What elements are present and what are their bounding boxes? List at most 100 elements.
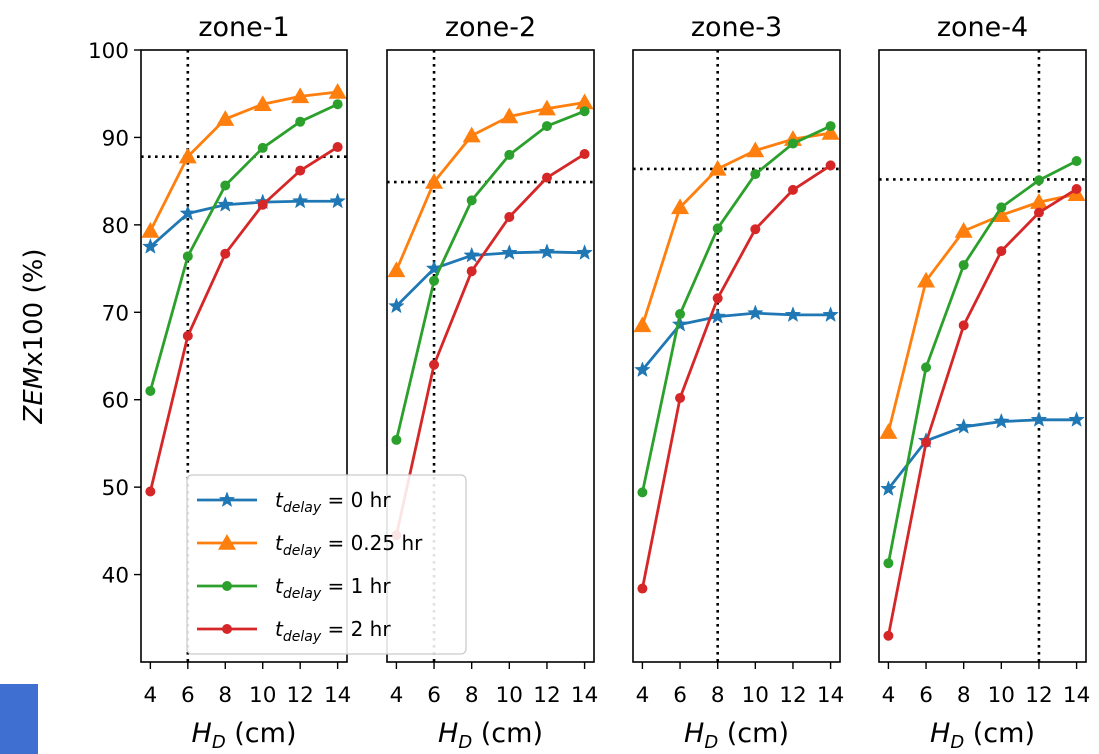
data-point-t1 — [787, 138, 798, 149]
x-tick-label: 6 — [427, 683, 441, 708]
data-point-t0 — [388, 297, 405, 314]
data-point-t0 — [671, 315, 689, 332]
y-tick-label: 60 — [102, 389, 129, 414]
data-point-t1 — [921, 362, 932, 373]
data-point-t0 — [576, 244, 593, 260]
data-point-t0 — [501, 244, 518, 260]
x-axis-label: HD (cm) — [930, 718, 1035, 753]
legend-label: tdelay = 2 hr — [275, 617, 391, 645]
legend-marker — [218, 491, 236, 508]
data-point-t025 — [425, 173, 444, 189]
data-point-t025 — [141, 221, 160, 238]
legend-marker — [218, 534, 236, 550]
legend-label: tdelay = 0 hr — [275, 488, 391, 516]
data-point-t2 — [825, 160, 836, 171]
data-point-t2 — [257, 199, 268, 210]
series-line-t1 — [395, 109, 586, 441]
axes-frame — [140, 49, 348, 663]
series-line-t0 — [641, 311, 831, 371]
legend-label: tdelay = 1 hr — [275, 574, 391, 602]
data-point-t2 — [637, 583, 648, 594]
axes-frame — [632, 49, 841, 663]
x-axis-label: HD (cm) — [438, 718, 543, 753]
data-point-t025 — [291, 87, 310, 104]
axes-frame — [386, 49, 595, 663]
data-point-t2 — [220, 248, 231, 259]
x-tick-label: 6 — [181, 683, 195, 708]
data-point-t025 — [216, 110, 235, 126]
data-point-t1 — [996, 202, 1007, 213]
data-point-t1 — [1033, 175, 1044, 186]
data-point-t0 — [1068, 411, 1085, 427]
panel-title: zone-2 — [445, 12, 536, 43]
x-tick-label: 8 — [711, 683, 725, 708]
data-point-t025 — [500, 107, 519, 124]
data-point-t0 — [993, 412, 1010, 429]
panel-zone-2: zone-2 4 6 8 10 12 14 HD (cm) — [386, 12, 598, 753]
data-point-t1 — [1071, 156, 1082, 167]
x-tick-label: 6 — [673, 683, 687, 708]
series-line-t025 — [149, 90, 338, 232]
x-tick-label: 10 — [249, 683, 276, 708]
x-tick-label: 12 — [1025, 683, 1052, 708]
data-point-t0 — [216, 196, 234, 212]
data-point-t1 — [825, 121, 836, 132]
data-point-t0 — [784, 306, 802, 322]
axes-frame — [878, 49, 1087, 663]
data-point-t2 — [332, 142, 343, 153]
data-point-t2 — [921, 437, 932, 448]
x-axis-label: HD (cm) — [192, 718, 297, 753]
data-point-t025 — [178, 147, 197, 164]
data-point-t025 — [879, 423, 898, 439]
data-point-t025 — [821, 124, 840, 140]
y-axis-label: ZEMx100 (%) — [19, 249, 49, 425]
x-tick-label: 8 — [218, 683, 232, 708]
legend: tdelay = 0 hr tdelay = 0.25 hr tdelay = 1 … — [186, 474, 467, 655]
x-tick-label: 4 — [144, 683, 158, 708]
data-point-t0 — [822, 306, 839, 322]
x-axis-label: HD (cm) — [684, 718, 789, 753]
data-point-t1 — [332, 99, 343, 110]
data-point-t2 — [182, 330, 193, 341]
y-tick-label: 90 — [102, 126, 129, 151]
data-point-t2 — [750, 224, 761, 235]
data-point-t2 — [675, 392, 686, 403]
series-line-t1 — [149, 102, 339, 392]
y-tick-label: 50 — [102, 476, 129, 501]
data-point-t1 — [295, 116, 306, 127]
y-tick-label: 70 — [102, 301, 129, 326]
data-point-t1 — [675, 309, 686, 320]
data-point-t2 — [295, 165, 306, 176]
series-line-t2 — [887, 187, 1078, 637]
data-point-t025 — [954, 221, 973, 238]
data-point-t2 — [712, 293, 723, 304]
panel-zone-4: zone-4 4 6 8 10 12 14 HD (cm) — [878, 12, 1090, 753]
data-point-t1 — [579, 106, 590, 117]
data-point-t0 — [463, 246, 480, 263]
y-tick-label: 100 — [88, 39, 129, 64]
data-point-t2 — [504, 211, 515, 222]
series-line-t025 — [887, 192, 1077, 433]
data-point-t2 — [579, 149, 590, 160]
data-point-t0 — [747, 304, 764, 321]
data-point-t0 — [179, 204, 197, 221]
series-line-t0 — [395, 250, 585, 308]
legend-item-t025: tdelay = 0.25 hr — [197, 531, 423, 559]
data-point-t1 — [712, 223, 723, 234]
corner-tab — [0, 684, 38, 754]
data-point-t0 — [291, 192, 309, 209]
data-point-t0 — [329, 192, 346, 209]
x-tick-label: 12 — [779, 683, 806, 708]
legend-item-t1: tdelay = 1 hr — [197, 574, 391, 602]
data-point-t025 — [708, 159, 727, 176]
series-line-t2 — [148, 145, 339, 492]
data-point-t1 — [750, 169, 761, 180]
panel-title: zone-1 — [198, 12, 289, 43]
data-point-t2 — [429, 359, 440, 370]
data-point-t2 — [883, 630, 894, 641]
series-line-t1 — [887, 159, 1078, 564]
data-point-t1 — [637, 487, 648, 498]
data-point-t0 — [538, 243, 556, 260]
x-tick-label: 14 — [1063, 683, 1090, 708]
